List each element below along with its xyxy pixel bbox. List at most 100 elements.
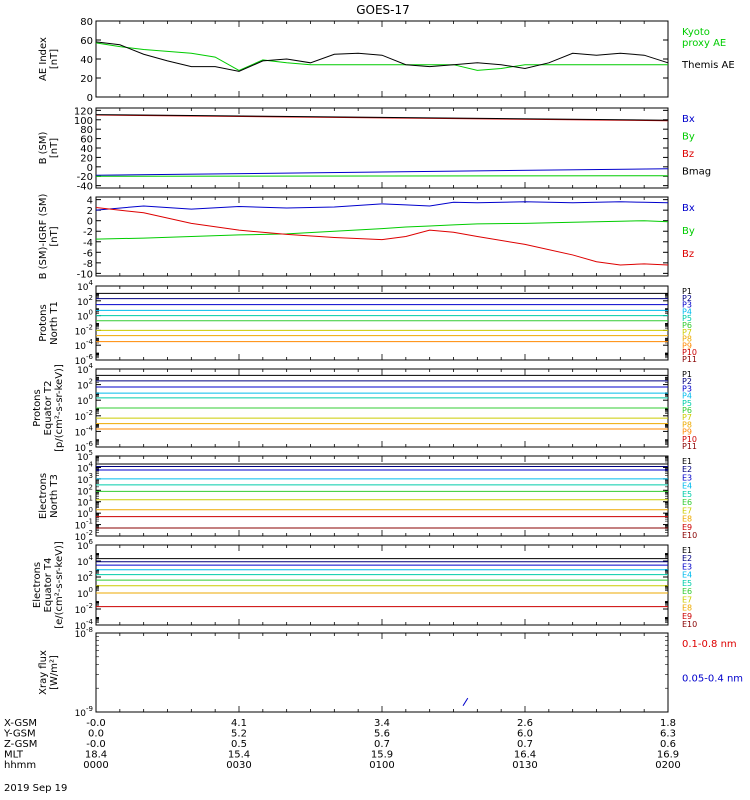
legend-label: E10 (682, 531, 697, 540)
x-tick-value: 5.6 (374, 729, 390, 740)
y-tick-label: 102 (77, 294, 93, 308)
x-row-label: hhmm (4, 760, 36, 771)
legend-label: P10 (682, 348, 697, 357)
legend-label: Bz (682, 249, 694, 260)
legend-label: E5 (682, 490, 692, 499)
legend-label: E5 (682, 579, 692, 588)
x-tick-value: 4.1 (231, 718, 247, 729)
legend-label: P4 (682, 307, 692, 316)
x-tick-value: 18.4 (85, 750, 107, 761)
x-tick-value: 16.9 (657, 750, 679, 761)
x-axis-table: X-GSM -0.0 4.1 3.4 2.6 1.8 Y-GSM 0.0 5.2 5.6 6.0 6.… (3, 718, 681, 771)
plot-title: GOES-17 (356, 3, 410, 17)
y-tick-label: 10-9 (75, 705, 93, 719)
legend-label: E9 (682, 523, 692, 532)
legend-label: P9 (682, 341, 692, 350)
y-tick-label: 60 (80, 36, 93, 47)
legend-label: E1 (682, 457, 692, 466)
legend-label: By (682, 132, 695, 143)
panel-frame (95, 20, 669, 98)
legend-label: By (682, 226, 695, 237)
series-line-bx (95, 201, 669, 211)
legend-label: P4 (682, 392, 692, 401)
y-tick-label: 40 (80, 144, 93, 155)
legend-label: Bx (682, 203, 695, 214)
legend-label: P2 (682, 377, 692, 386)
y-tick-label: 102 (77, 570, 93, 584)
y-tick-label: -20 (77, 172, 93, 183)
y-tick-label: -4 (83, 238, 93, 249)
legend-label: Bx (682, 114, 695, 125)
series-line-0-05-0-4-nm (462, 697, 469, 707)
legend-label: P7 (682, 413, 692, 422)
legend-label: P5 (682, 399, 692, 408)
x-tick-value: 0100 (369, 760, 394, 771)
legend-label: E8 (682, 515, 692, 524)
y-tick-label: 100 (77, 309, 93, 323)
y-tick-label: 10-2 (75, 602, 93, 616)
legend-label: P6 (682, 406, 692, 415)
legend-label: E7 (682, 595, 692, 604)
y-tick-label: 0 (87, 93, 93, 104)
y-tick-label: 20 (80, 74, 93, 85)
y-tick-label: 100 (77, 586, 93, 600)
panel-ae: 0 20 40 60 80 AE Index[nT] Kyoto proxy AE Themis… (38, 17, 735, 104)
x-tick-value: 2.6 (517, 718, 533, 729)
y-tick-label: 10-4 (75, 424, 94, 438)
x-row-label: Z-GSM (4, 739, 37, 750)
y-tick-label: 120 (74, 106, 93, 117)
x-tick-value: 0000 (83, 760, 108, 771)
y-axis-label: ElectronsNorth T3 (38, 473, 60, 519)
y-tick-label: -6 (83, 248, 93, 259)
legend-label: E9 (682, 612, 692, 621)
legend-label: E2 (682, 554, 692, 563)
x-tick-value: 1.8 (660, 718, 676, 729)
legend-label: P3 (682, 384, 692, 393)
y-tick-label: 40 (80, 55, 93, 66)
x-tick-value: 0.7 (517, 739, 533, 750)
y-tick-label: 100 (77, 393, 93, 407)
legend-label: P7 (682, 328, 692, 337)
x-row-label: Y-GSM (3, 729, 36, 740)
panel-frame (95, 632, 669, 713)
panel-frame (95, 285, 669, 361)
legend-label: P11 (682, 355, 697, 364)
x-tick-value: 0200 (655, 760, 680, 771)
x-tick-value: 6.3 (660, 729, 676, 740)
y-tick-label: 10-4 (75, 338, 94, 352)
y-tick-label: 104 (77, 554, 93, 568)
legend-label: P1 (682, 287, 692, 296)
y-tick-label: 102 (77, 378, 93, 392)
x-tick-value: 0.0 (88, 729, 104, 740)
y-tick-label: 80 (80, 17, 93, 28)
legend-label: E6 (682, 498, 692, 507)
x-tick-value: 15.4 (228, 750, 250, 761)
date-label: 2019 Sep 19 (4, 783, 67, 794)
y-tick-label: 4 (87, 196, 93, 207)
legend-label: 0.05-0.4 nm (682, 674, 743, 685)
y-axis-label: Xray flux[W/m²] (38, 650, 60, 695)
x-tick-value: 0030 (226, 760, 251, 771)
legend-label: E4 (682, 571, 692, 580)
legend-label: P10 (682, 435, 697, 444)
x-row-label: X-GSM (4, 718, 37, 729)
x-tick-value: 16.4 (514, 750, 536, 761)
legend-label: E3 (682, 473, 692, 482)
x-tick-value: 0.7 (374, 739, 390, 750)
x-tick-value: 6.0 (517, 729, 533, 740)
x-tick-value: -0.0 (86, 739, 106, 750)
panel-frame (95, 455, 669, 537)
legend-label: P2 (682, 294, 692, 303)
x-tick-value: 5.2 (231, 729, 247, 740)
y-tick-label: 2 (87, 206, 93, 217)
legend-label: E8 (682, 604, 692, 613)
legend-label: Bmag (682, 167, 711, 178)
y-axis-label: ProtonsNorth T1 (38, 301, 60, 345)
